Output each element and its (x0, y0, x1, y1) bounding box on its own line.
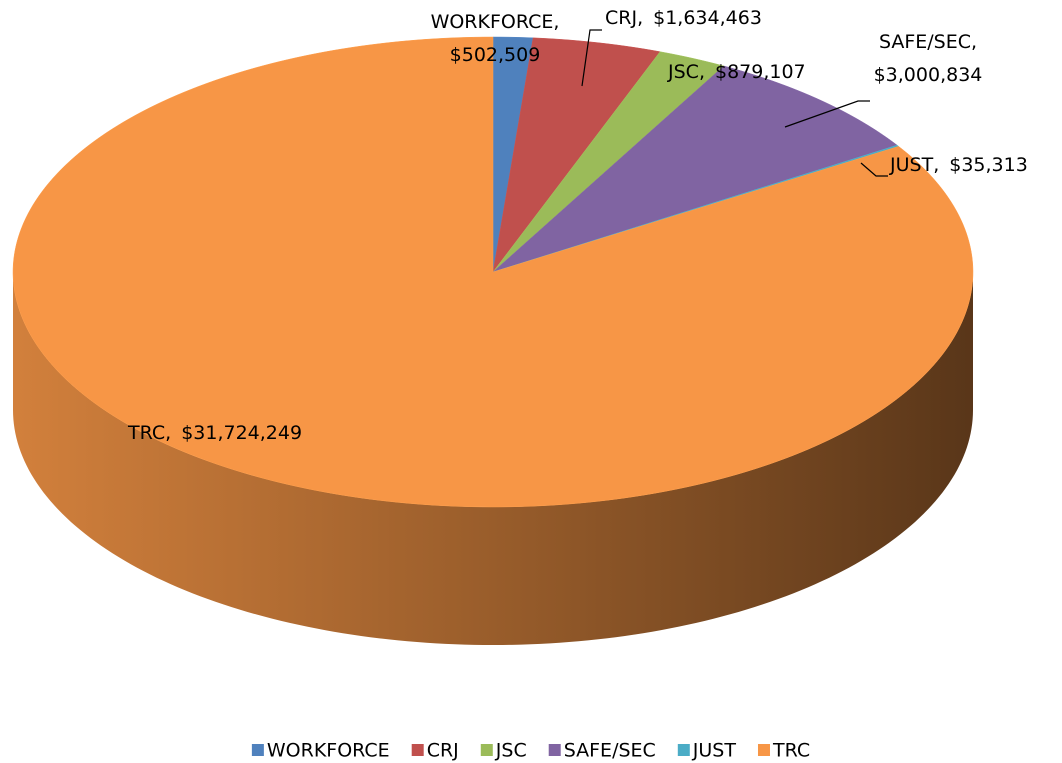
legend-item: CRJ (411, 740, 459, 762)
label-category: JUST (889, 154, 934, 176)
label-category: TRC (127, 422, 165, 444)
legend-swatch (677, 744, 690, 756)
label-value: $3,000,834 (874, 64, 983, 86)
legend-item: SAFE/SEC (548, 740, 656, 762)
legend-label: JUST (692, 740, 737, 762)
label-value: $502,509 (450, 44, 541, 66)
label-value: $879,107 (715, 61, 806, 83)
label-value: $1,634,463 (653, 7, 762, 29)
leader-line (784, 100, 870, 128)
legend: WORKFORCE CRJ JSC SAFE/SEC JUST TRC (251, 740, 810, 762)
data-label: SAFE/SEC, $3,000,834 (874, 31, 983, 86)
label-separator: , (553, 11, 559, 33)
legend-swatch (480, 744, 493, 756)
legend-swatch (548, 744, 561, 756)
label-value: $31,724,249 (181, 422, 302, 444)
data-label: CRJ, $1,634,463 (605, 7, 762, 29)
label-category: SAFE/SEC (879, 31, 971, 53)
pie-slice (12, 36, 974, 508)
leader-line (581, 29, 602, 87)
label-value: $35,313 (949, 154, 1028, 176)
legend-swatch (411, 744, 424, 756)
pie-sides (13, 272, 973, 645)
legend-swatch (757, 744, 770, 756)
label-category: JSC (667, 61, 699, 83)
legend-item: TRC (757, 740, 810, 762)
data-label: JSC, $879,107 (667, 61, 806, 83)
legend-item: JUST (677, 740, 737, 762)
pie-slice (492, 65, 898, 273)
label-separator: , (699, 61, 705, 83)
legend-label: SAFE/SEC (564, 740, 656, 762)
legend-swatch (251, 744, 264, 756)
pie-tops (12, 36, 974, 508)
label-separator: , (165, 422, 171, 444)
label-separator: , (637, 7, 643, 29)
legend-label: CRJ (427, 740, 459, 762)
data-label: WORKFORCE, $502,509 (431, 11, 560, 66)
pie-side (13, 272, 973, 645)
legend-label: TRC (772, 740, 810, 762)
label-category: CRJ (605, 7, 637, 29)
data-labels: WORKFORCE, $502,509 CRJ, $1,634,463 JSC, $879… (127, 7, 1028, 444)
leader-line (860, 162, 888, 177)
legend-label: JSC (495, 740, 527, 762)
label-separator: , (933, 154, 939, 176)
data-label: TRC, $31,724,249 (127, 422, 302, 444)
data-label: JUST, $35,313 (889, 154, 1028, 176)
legend-item: JSC (480, 740, 527, 762)
pie-slice (492, 51, 725, 273)
legend-item: WORKFORCE (251, 740, 390, 762)
label-category: WORKFORCE (431, 11, 554, 33)
pie-slice (492, 37, 661, 273)
label-separator: , (971, 31, 977, 53)
legend-label: WORKFORCE (267, 740, 390, 762)
